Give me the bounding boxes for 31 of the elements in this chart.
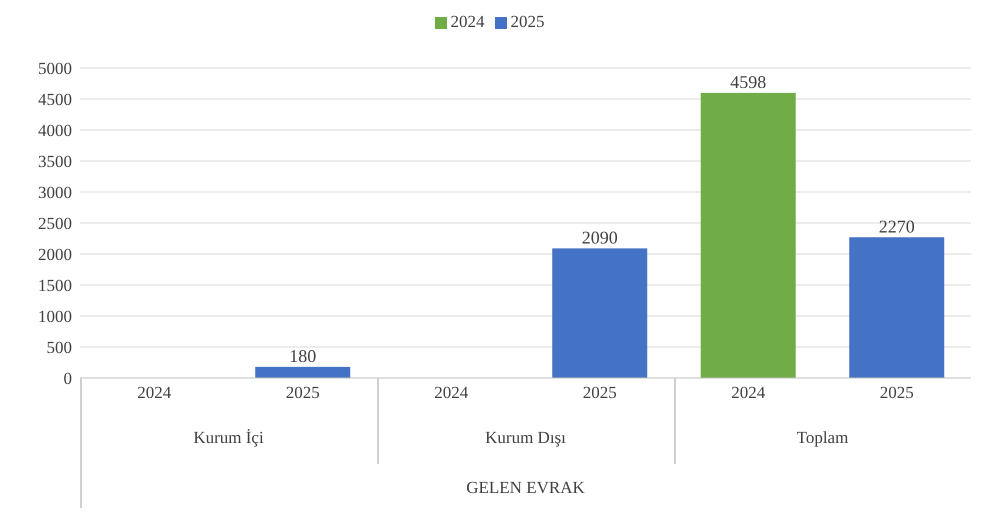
y-tick-label: 3500 (38, 152, 72, 172)
y-tick-label: 3000 (38, 183, 72, 202)
y-tick-label: 2500 (38, 214, 72, 234)
x-tick-label: 2024 (434, 383, 469, 402)
x-tick-label: 2025 (880, 383, 914, 402)
data-label: 4598 (730, 72, 766, 92)
x-tick-label: 2024 (731, 383, 766, 402)
x-axis-title: GELEN EVRAK (465, 478, 586, 498)
x-tick-label: 2025 (582, 383, 617, 402)
legend-label: 2024 (450, 12, 484, 31)
y-tick-label: 0 (64, 369, 72, 388)
text: Kurum İçi (192, 428, 265, 448)
y-tick-label: 4500 (38, 90, 72, 110)
x-tick-label: 2025 (286, 383, 320, 402)
data-label: 2090 (582, 227, 618, 248)
legend-label: 2025 (510, 12, 544, 31)
y-tick-label: 1500 (38, 276, 72, 296)
text: Kurum Dışı (484, 428, 567, 448)
bar (552, 248, 648, 378)
data-label: 180 (289, 346, 316, 366)
data-label: 2270 (878, 216, 915, 236)
y-tick-label: 500 (46, 338, 72, 358)
bar (255, 366, 350, 378)
y-tick-label: 5000 (38, 59, 72, 78)
bar (700, 92, 796, 378)
y-tick-label: 1000 (38, 307, 72, 326)
bar (849, 237, 944, 378)
x-tick-label: 2024 (137, 383, 172, 402)
text: Toplam (796, 428, 850, 448)
y-tick-label: 4000 (38, 121, 72, 140)
y-tick-label: 2000 (38, 245, 72, 264)
